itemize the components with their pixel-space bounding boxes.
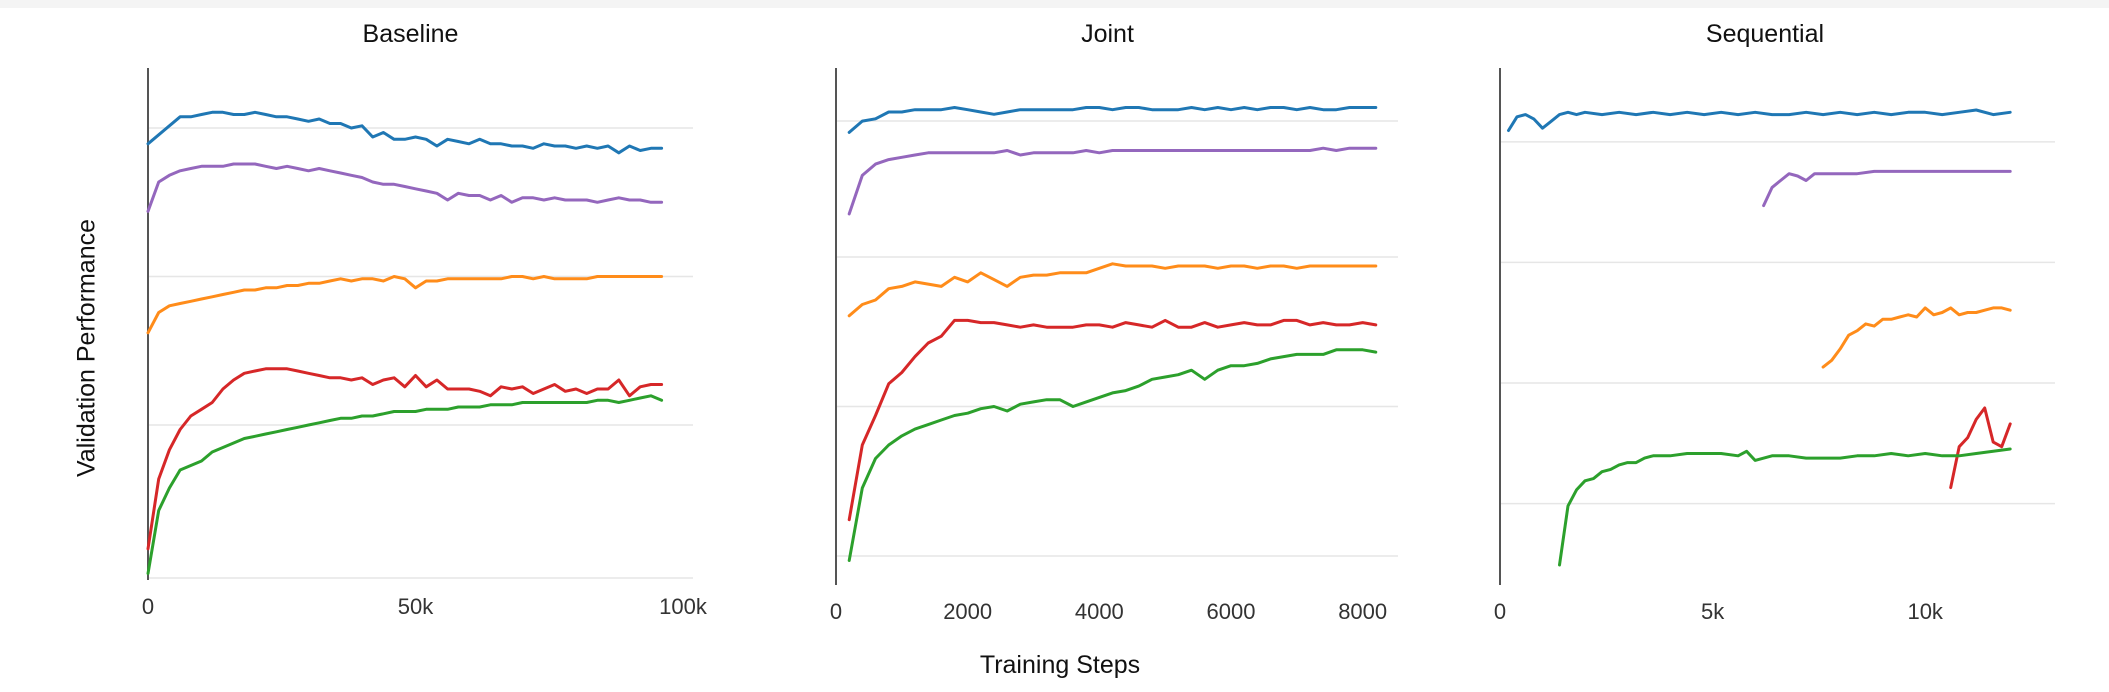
panel-title-baseline: Baseline (363, 20, 459, 48)
x-tick-label: 50k (398, 594, 434, 619)
series-line-purple (847, 146, 1378, 216)
panel-baseline: 0 50k 100k Baseline (142, 20, 708, 619)
series-line-red (146, 367, 664, 551)
series-line-red (847, 318, 1378, 522)
series-line-purple (1762, 169, 2012, 208)
x-tick-label: 6000 (1207, 599, 1256, 624)
x-axis-label: Training Steps (979, 651, 1141, 679)
x-tick-label: 0 (830, 599, 842, 624)
x-tick-label: 5k (1701, 599, 1725, 624)
x-tick-label: 0 (142, 594, 154, 619)
panel-title-joint: Joint (1081, 20, 1134, 48)
y-axis-label: Validation Performance (72, 218, 101, 478)
panel-joint: 0 2000 4000 6000 8000 Joint (830, 20, 1398, 624)
series-line-purple (146, 162, 664, 213)
panel-title-sequential: Sequential (1706, 20, 1824, 48)
x-tick-label: 10k (1907, 599, 1943, 624)
series-line-blue (146, 110, 664, 155)
series-line-orange (847, 262, 1378, 318)
x-tick-label: 2000 (943, 599, 992, 624)
series-line-green (146, 394, 664, 575)
x-tick-label: 100k (659, 594, 708, 619)
top-rule (0, 0, 2109, 8)
series-line-blue (1507, 108, 2012, 132)
series-line-blue (847, 106, 1378, 134)
series-line-green (1558, 447, 2012, 567)
x-tick-label: 0 (1494, 599, 1506, 624)
x-tick-label: 8000 (1338, 599, 1387, 624)
panel-sequential: 0 5k 10k Sequential (1494, 20, 2055, 624)
x-tick-label: 4000 (1075, 599, 1124, 624)
series-line-orange (146, 275, 664, 335)
series-line-red (1949, 406, 2012, 490)
series-line-orange (1821, 306, 2012, 369)
series-line-green (847, 348, 1378, 562)
